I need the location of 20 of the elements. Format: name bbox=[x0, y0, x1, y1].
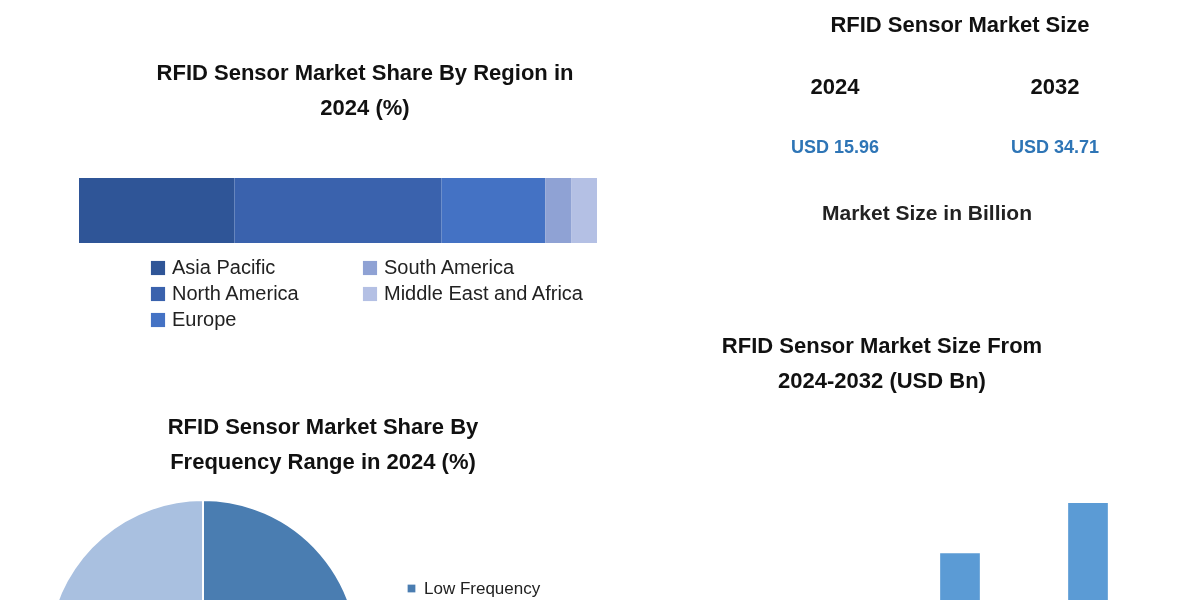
legend-label: North America bbox=[172, 282, 300, 304]
text: USD 34.71 bbox=[1010, 137, 1100, 157]
bar bbox=[234, 178, 442, 243]
legend-label: Middle East and Africa bbox=[384, 282, 584, 304]
legend-label: Europe bbox=[172, 308, 237, 330]
legend-label: South America bbox=[384, 256, 515, 278]
legend-label: Low Frequency bbox=[424, 578, 541, 598]
text: USD 15.96 bbox=[790, 137, 880, 157]
bar bbox=[571, 178, 597, 243]
bar bbox=[79, 178, 235, 243]
category-label: 2024 bbox=[810, 74, 861, 99]
chart-title: RFID Sensor Market Size From 2024-2032 (USD Bn) bbox=[721, 333, 1043, 393]
chart-title: RFID Sensor Market Share By Region in 2024 (%) bbox=[156, 60, 574, 120]
text: RFID Sensor Market Size bbox=[830, 12, 1090, 37]
chart-title: RFID Sensor Market Share By Frequency Range in 2024 (%) bbox=[167, 414, 480, 474]
legend-label: Asia Pacific bbox=[172, 256, 276, 278]
bar bbox=[441, 178, 546, 243]
category-label: 2032 bbox=[1030, 74, 1080, 99]
text: Market Size in Billion bbox=[821, 201, 1033, 224]
bar bbox=[545, 178, 572, 243]
